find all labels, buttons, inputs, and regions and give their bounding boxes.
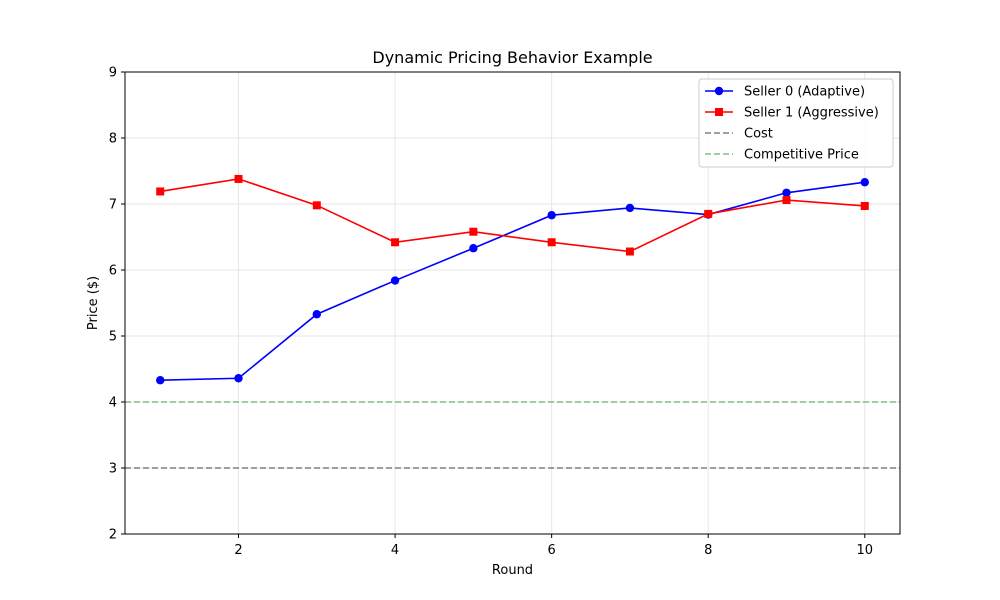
data-point-square [625, 247, 634, 256]
data-point-square [547, 238, 556, 247]
data-point-circle [234, 374, 243, 383]
x-tick-label: 2 [234, 543, 242, 558]
data-point-circle [547, 211, 556, 220]
legend-marker-square [715, 108, 723, 116]
legend: Seller 0 (Adaptive) Seller 1 (Aggressive)… [698, 78, 894, 168]
legend-box [698, 78, 894, 168]
data-point-square [234, 174, 243, 183]
data-point-circle [625, 203, 635, 213]
series-line-0 [160, 181, 865, 382]
y-axis-label: Price ($) [86, 276, 101, 330]
data-point-circle [469, 244, 478, 253]
y-tick-label: 9 [109, 66, 117, 81]
data-point-circle [156, 376, 165, 385]
legend-entry-label: Seller 1 (Aggressive) [744, 106, 879, 121]
x-tick-label: 8 [704, 543, 712, 558]
y-tick-label: 8 [109, 132, 117, 147]
y-tick-label: 6 [109, 264, 117, 279]
reference-lines [125, 401, 900, 469]
data-point-circle [312, 310, 321, 319]
x-tick-label: 4 [391, 543, 399, 558]
series-group [156, 174, 869, 385]
x-tick-label: 10 [856, 543, 873, 558]
y-tick-label: 4 [109, 396, 117, 411]
data-point-circle [390, 276, 400, 285]
chart-title: Dynamic Pricing Behavior Example [372, 48, 652, 67]
plot-frame [124, 71, 901, 535]
data-point-square [469, 227, 478, 236]
data-point-square [782, 196, 791, 205]
x-axis-label: Round [492, 563, 533, 578]
data-point-square [391, 238, 400, 247]
data-point-circle [860, 178, 869, 187]
legend-entry-label: Competitive Price [744, 148, 859, 163]
data-point-square [704, 209, 713, 218]
legend-entry-label: Seller 0 (Adaptive) [744, 85, 865, 100]
legend-entry-label: Cost [744, 127, 773, 142]
ticks: 2 4 6 8 10 2 3 4 5 6 7 8 9 [109, 66, 873, 559]
legend-marker-circle [714, 86, 724, 96]
x-tick-label: 6 [548, 543, 556, 558]
data-point-square [312, 201, 321, 210]
series-line-1 [160, 178, 865, 253]
y-tick-label: 7 [109, 198, 117, 213]
data-point-square [860, 201, 869, 210]
y-tick-label: 3 [109, 462, 117, 477]
y-tick-label: 5 [109, 330, 117, 345]
data-point-circle [782, 188, 791, 197]
data-point-square [156, 187, 165, 196]
y-tick-label: 2 [109, 528, 117, 543]
